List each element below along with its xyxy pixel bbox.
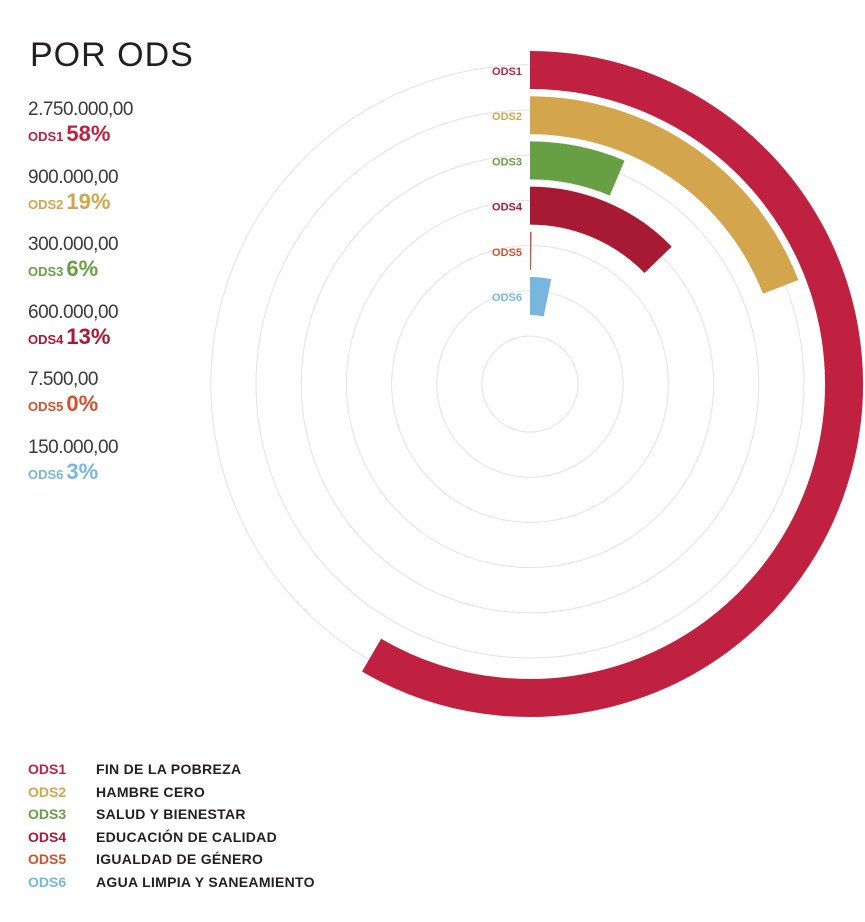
legend-code: ODS6 [28, 873, 67, 890]
legend-label: EDUCACIÓN DE CALIDAD [96, 828, 277, 845]
bar-ods4 [529, 186, 672, 274]
page-title: POR ODS [30, 36, 194, 74]
stat-percent: 0% [66, 391, 99, 417]
stat-percent: 6% [66, 256, 99, 282]
chart-ring-labels: ODS1 ODS2 ODS3 ODS4 ODS5 ODS6 [492, 66, 523, 304]
grid-ring-6 [255, 109, 805, 659]
stat-ods6: 150.000,00 ODS6 3% [28, 436, 248, 504]
stat-code: ODS3 [28, 264, 64, 280]
legend-item-ods5: ODS5 IGUALDAD DE GÉNERO [28, 848, 315, 871]
stat-ods2: 900.000,00 ODS2 19% [28, 166, 248, 234]
stat-code: ODS6 [28, 466, 64, 482]
stat-code: ODS4 [28, 331, 64, 347]
bar-ods2 [529, 96, 799, 294]
bar-ods6 [529, 277, 552, 317]
legend-code: ODS5 [28, 851, 67, 867]
legend-code: ODS1 [28, 761, 67, 777]
stat-ods4: 600.000,00 ODS4 13% [28, 301, 248, 369]
ring-label-ods1: ODS1 [492, 66, 522, 78]
grid-ring-3 [391, 245, 669, 523]
grid-ring-1 [481, 335, 579, 433]
bar-ods3 [529, 141, 625, 196]
grid-ring-5 [300, 154, 760, 614]
stats-panel: 2.750.000,00 ODS1 58% 900.000,00 ODS2 19% … [28, 98, 248, 504]
stat-code: ODS5 [28, 399, 64, 415]
legend-item-ods6: ODS6 AGUA LIMPIA Y SANEAMIENTO [28, 871, 315, 894]
stat-percent: 19% [66, 188, 111, 214]
grid-ring-2 [436, 290, 624, 478]
stat-percent: 13% [66, 323, 111, 349]
stat-amount: 150.000,00 [28, 436, 119, 458]
stat-ods3: 300.000,00 ODS3 6% [28, 233, 248, 301]
chart-bars [362, 51, 863, 717]
legend-label: HAMBRE CERO [96, 783, 206, 800]
legend-item-ods1: ODS1 FIN DE LA POBREZA [28, 758, 315, 781]
bar-ods1 [362, 51, 863, 717]
legend-label: FIN DE LA POBREZA [96, 761, 242, 777]
legend-item-ods4: ODS4 EDUCACIÓN DE CALIDAD [28, 826, 315, 849]
stat-amount: 2.750.000,00 [28, 99, 133, 120]
stat-amount: 7.500,00 [28, 369, 98, 391]
legend-code: ODS4 [28, 828, 67, 845]
stat-code: ODS2 [28, 196, 64, 212]
stat-percent: 58% [66, 121, 111, 146]
ring-label-ods4: ODS4 [492, 202, 523, 214]
stat-ods1: 2.750.000,00 ODS1 58% [28, 98, 248, 166]
stat-amount: 300.000,00 [28, 234, 119, 256]
stat-ods5: 7.500,00 ODS5 0% [28, 368, 248, 436]
legend: ODS1 FIN DE LA POBREZA ODS2 HAMBRE CERO OD… [28, 758, 315, 893]
stat-amount: 600.000,00 [28, 301, 119, 323]
ring-label-ods6: ODS6 [492, 292, 522, 304]
stat-percent: 3% [66, 458, 99, 484]
legend-label: IGUALDAD DE GÉNERO [96, 851, 264, 867]
legend-item-ods2: ODS2 HAMBRE CERO [28, 781, 315, 804]
stat-amount: 900.000,00 [28, 166, 119, 188]
legend-item-ods3: ODS3 SALUD Y BIENESTAR [28, 803, 315, 826]
legend-label: SALUD Y BIENESTAR [96, 806, 246, 822]
legend-code: ODS2 [28, 783, 67, 800]
ring-label-ods5: ODS5 [492, 247, 522, 259]
ring-label-ods2: ODS2 [492, 111, 522, 123]
stat-code: ODS1 [28, 129, 64, 144]
ring-label-ods3: ODS3 [492, 156, 522, 168]
legend-code: ODS3 [28, 806, 67, 822]
legend-label: AGUA LIMPIA Y SANEAMIENTO [96, 873, 315, 890]
